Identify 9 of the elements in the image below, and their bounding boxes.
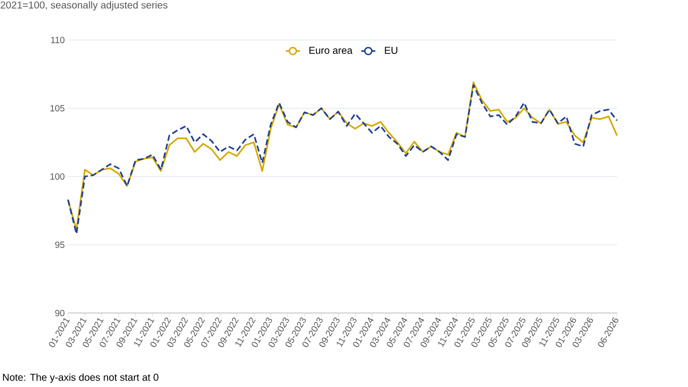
legend-label: Euro area	[309, 46, 353, 54]
y-tick-label: 105	[50, 105, 64, 112]
y-tick-label: 90	[55, 310, 64, 316]
y-tick-label: 110	[51, 36, 64, 44]
text: Note: The y-axis does not start at 0	[3, 373, 158, 383]
y-tick-label: 95	[55, 242, 64, 248]
legend-label: EU	[384, 46, 398, 54]
y-tick-label: 100	[50, 173, 64, 180]
chart-subtitle: 2021=100, seasonally adjusted series	[0, 1, 168, 11]
